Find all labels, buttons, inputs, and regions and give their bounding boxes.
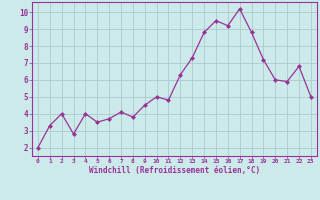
X-axis label: Windchill (Refroidissement éolien,°C): Windchill (Refroidissement éolien,°C) <box>89 166 260 175</box>
